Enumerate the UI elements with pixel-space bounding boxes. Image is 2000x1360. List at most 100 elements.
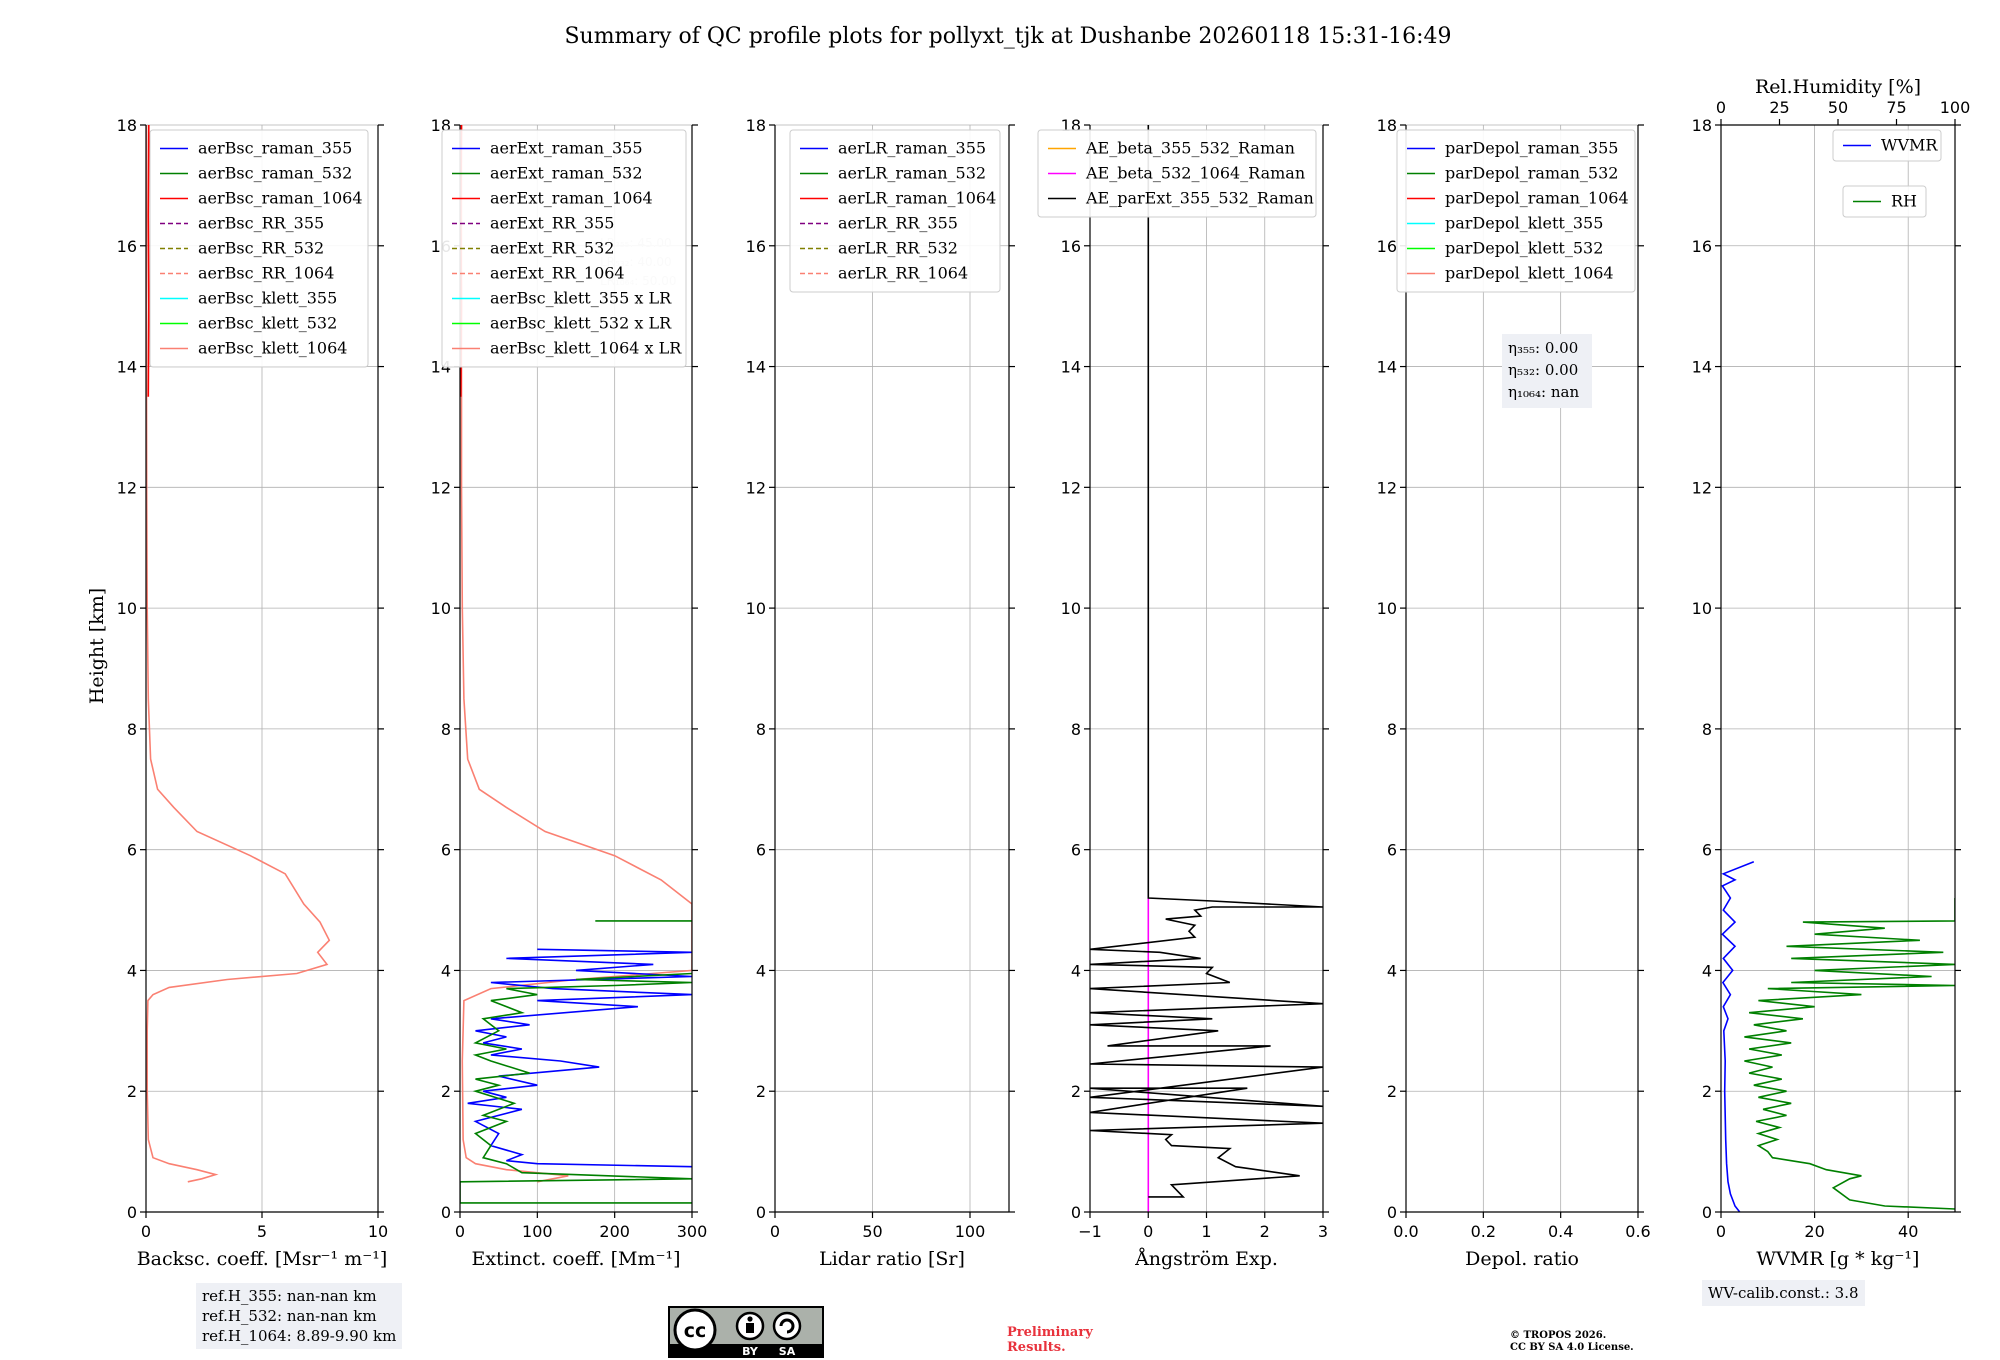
y-tick-label: 16 [746,237,766,256]
y-tick-label: 4 [127,961,137,980]
x-tick-label: 10 [368,1222,388,1241]
x-tick-label: 2 [1260,1222,1270,1241]
y-tick-label: 16 [1061,237,1081,256]
legend-label: aerExt_RR_532 [490,239,614,258]
y-tick-label: 14 [117,358,137,377]
x-tick-label: 0 [770,1222,780,1241]
legend-label: aerBsc_RR_1064 [198,264,334,283]
y-tick-label: 14 [1692,358,1712,377]
chart-panel: 0 2 4 6 8 10 12 14 16 18 0 5 10 Backsc. coeff. [Msr⁻¹… [117,116,389,1270]
y-tick-label: 6 [1071,841,1081,860]
y-tick-label: 18 [117,116,137,135]
x-tick-label: 0.6 [1625,1222,1650,1241]
x-tick-label: 0 [141,1222,151,1241]
chart-panel: 0 2 4 6 8 10 12 14 16 18 0 50 100 Lidar ratio [Sr] aer… [746,116,1015,1270]
y-axis-label: Height [km] [86,588,108,704]
y-tick-label: 16 [1692,237,1712,256]
y-tick-label: 0 [1387,1203,1397,1222]
legend-label: parDepol_raman_532 [1445,164,1618,183]
y-tick-label: 8 [127,720,137,739]
legend-label: aerLR_RR_355 [838,214,958,233]
y-tick-label: 4 [441,961,451,980]
x-axis-label: Depol. ratio [1465,1248,1579,1270]
legend-label: AE_beta_532_1064_Raman [1085,164,1305,183]
figure-title: Summary of QC profile plots for pollyxt_… [564,24,1451,49]
copyright-line-2: CC BY SA 4.0 License. [1510,1342,1634,1353]
x-axis-label: Ångström Exp. [1134,1248,1278,1270]
series-aerBsc_klett_1064 x LR [460,125,692,1183]
eta-label: η₅₃₂: 0.00 [1508,361,1578,379]
legend-label: RH [1891,192,1917,211]
legend-label: aerLR_raman_355 [838,139,986,158]
x-axis-label: Lidar ratio [Sr] [819,1248,965,1270]
series-AE_parExt_355_532_Raman [1090,125,1323,1198]
cc-license-badge: cc BY SA [668,1306,824,1358]
x-axis-label: Backsc. coeff. [Msr⁻¹ m⁻¹] [137,1248,388,1270]
legend-label: aerBsc_klett_1064 [198,339,347,358]
series-aerBsc_raman_1064 [147,125,150,397]
legend-label: aerExt_RR_355 [490,214,614,233]
y-tick-label: 6 [1702,841,1712,860]
legend-label: aerExt_raman_1064 [490,189,653,208]
y-tick-label: 8 [1071,720,1081,739]
series-aerExt_raman_532 [460,972,692,1204]
x2-tick-label: 25 [1769,98,1789,117]
y-tick-label: 2 [1071,1082,1081,1101]
x2-tick-label: 50 [1828,98,1848,117]
y-tick-label: 2 [441,1082,451,1101]
y-tick-label: 18 [746,116,766,135]
ref-height-355: ref.H_355: nan-nan km [202,1287,377,1305]
x-tick-label: 40 [1898,1222,1918,1241]
x-tick-label: 1 [1201,1222,1211,1241]
legend-label: aerLR_RR_532 [838,239,958,258]
legend-label: parDepol_raman_1064 [1445,189,1629,208]
preliminary-results-note: Preliminary Results. [1007,1325,1093,1355]
legend-label: aerBsc_raman_1064 [198,189,363,208]
eta-label: η₁₀₆₄: nan [1508,383,1579,401]
x-tick-label: 200 [599,1222,630,1241]
legend-label: parDepol_klett_1064 [1445,264,1614,283]
y-tick-label: 2 [1702,1082,1712,1101]
series-group [1090,125,1323,1212]
x-tick-label: 20 [1804,1222,1824,1241]
y-tick-label: 2 [1387,1082,1397,1101]
legend-label: WVMR [1881,136,1938,155]
y-tick-label: 14 [1377,358,1397,377]
legend-frame [1037,129,1317,218]
legend-label: aerBsc_raman_532 [198,164,352,183]
series-aerExt_raman_355 [467,948,692,1168]
y-tick-label: 10 [1692,599,1712,618]
x-tick-label: 0.2 [1471,1222,1496,1241]
series-group [146,125,331,1183]
y-tick-label: 18 [1377,116,1397,135]
y-tick-label: 16 [1377,237,1397,256]
eta-box [1502,334,1592,408]
ref-height-1064: ref.H_1064: 8.89-9.90 km [202,1327,397,1345]
legend-label: aerExt_RR_1064 [490,264,625,283]
y-tick-label: 8 [756,720,766,739]
wv-calib-text: WV-calib.const.: 3.8 [1708,1284,1859,1302]
x-tick-label: 0.4 [1548,1222,1573,1241]
legend-label: aerBsc_klett_532 x LR [490,314,672,333]
y-tick-label: 12 [1377,478,1397,497]
eta-label: η₃₅₅: 0.00 [1508,339,1578,357]
x-axis-label: WVMR [g * kg⁻¹] [1757,1248,1920,1270]
legend-label: aerLR_RR_1064 [838,264,968,283]
y-tick-label: 2 [127,1082,137,1101]
y-tick-label: 4 [756,961,766,980]
y-tick-label: 6 [127,841,137,860]
legend-label: parDepol_klett_532 [1445,239,1603,258]
legend-frame [1396,129,1636,293]
series-WVMR [1721,860,1755,1212]
y-tick-label: 14 [1061,358,1081,377]
x2-axis-label: Rel.Humidity [%] [1755,76,1921,98]
legend-frame [1842,185,1927,218]
series-RH [1744,898,1955,1210]
y-tick-label: 10 [1061,599,1081,618]
y-tick-label: 6 [1387,841,1397,860]
y-tick-label: 8 [1387,720,1397,739]
x-axis-label: Extinct. coeff. [Mm⁻¹] [471,1248,680,1270]
x-tick-label: 100 [955,1222,986,1241]
